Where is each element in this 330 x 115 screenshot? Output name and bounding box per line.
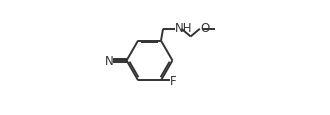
Text: O: O xyxy=(200,22,209,35)
Text: NH: NH xyxy=(175,21,193,34)
Text: N: N xyxy=(105,55,113,67)
Text: F: F xyxy=(170,74,177,87)
